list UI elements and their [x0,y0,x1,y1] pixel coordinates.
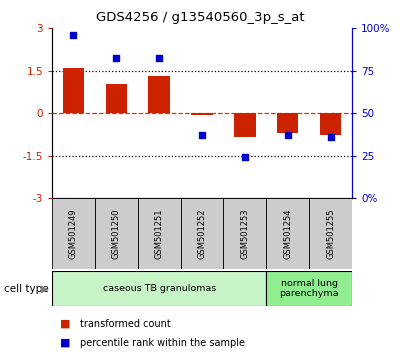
Point [242,154,248,160]
Bar [309,198,352,269]
Bar [266,271,352,306]
Text: GSM501255: GSM501255 [326,209,335,259]
Bar [95,198,138,269]
Text: GSM501251: GSM501251 [155,209,164,259]
Point [199,132,205,137]
Text: GSM501252: GSM501252 [198,209,206,259]
Point [156,55,162,61]
Point [327,135,334,140]
Bar [63,68,84,113]
Bar [148,76,170,113]
Bar [191,113,213,115]
Text: ■: ■ [60,338,70,348]
Text: transformed count: transformed count [80,319,171,329]
Bar [224,198,266,269]
Text: percentile rank within the sample: percentile rank within the sample [80,338,245,348]
Bar [320,113,341,135]
Point [70,33,77,38]
Bar [52,198,95,269]
Text: GSM501250: GSM501250 [112,209,121,259]
Text: cell type: cell type [4,284,49,293]
Bar [106,84,127,113]
Point [284,132,291,137]
Text: ■: ■ [60,319,70,329]
Bar [266,198,309,269]
Bar [138,198,180,269]
Text: GDS4256 / g13540560_3p_s_at: GDS4256 / g13540560_3p_s_at [96,11,304,24]
Text: caseous TB granulomas: caseous TB granulomas [102,284,216,293]
Bar [52,271,266,306]
Bar [277,113,298,133]
Point [113,55,120,61]
Text: GSM501253: GSM501253 [240,208,249,259]
Text: GSM501254: GSM501254 [283,209,292,259]
Bar [234,113,256,137]
Bar [180,198,224,269]
Text: normal lung
parenchyma: normal lung parenchyma [279,279,339,298]
Text: GSM501249: GSM501249 [69,209,78,259]
Text: ▶: ▶ [41,284,49,293]
